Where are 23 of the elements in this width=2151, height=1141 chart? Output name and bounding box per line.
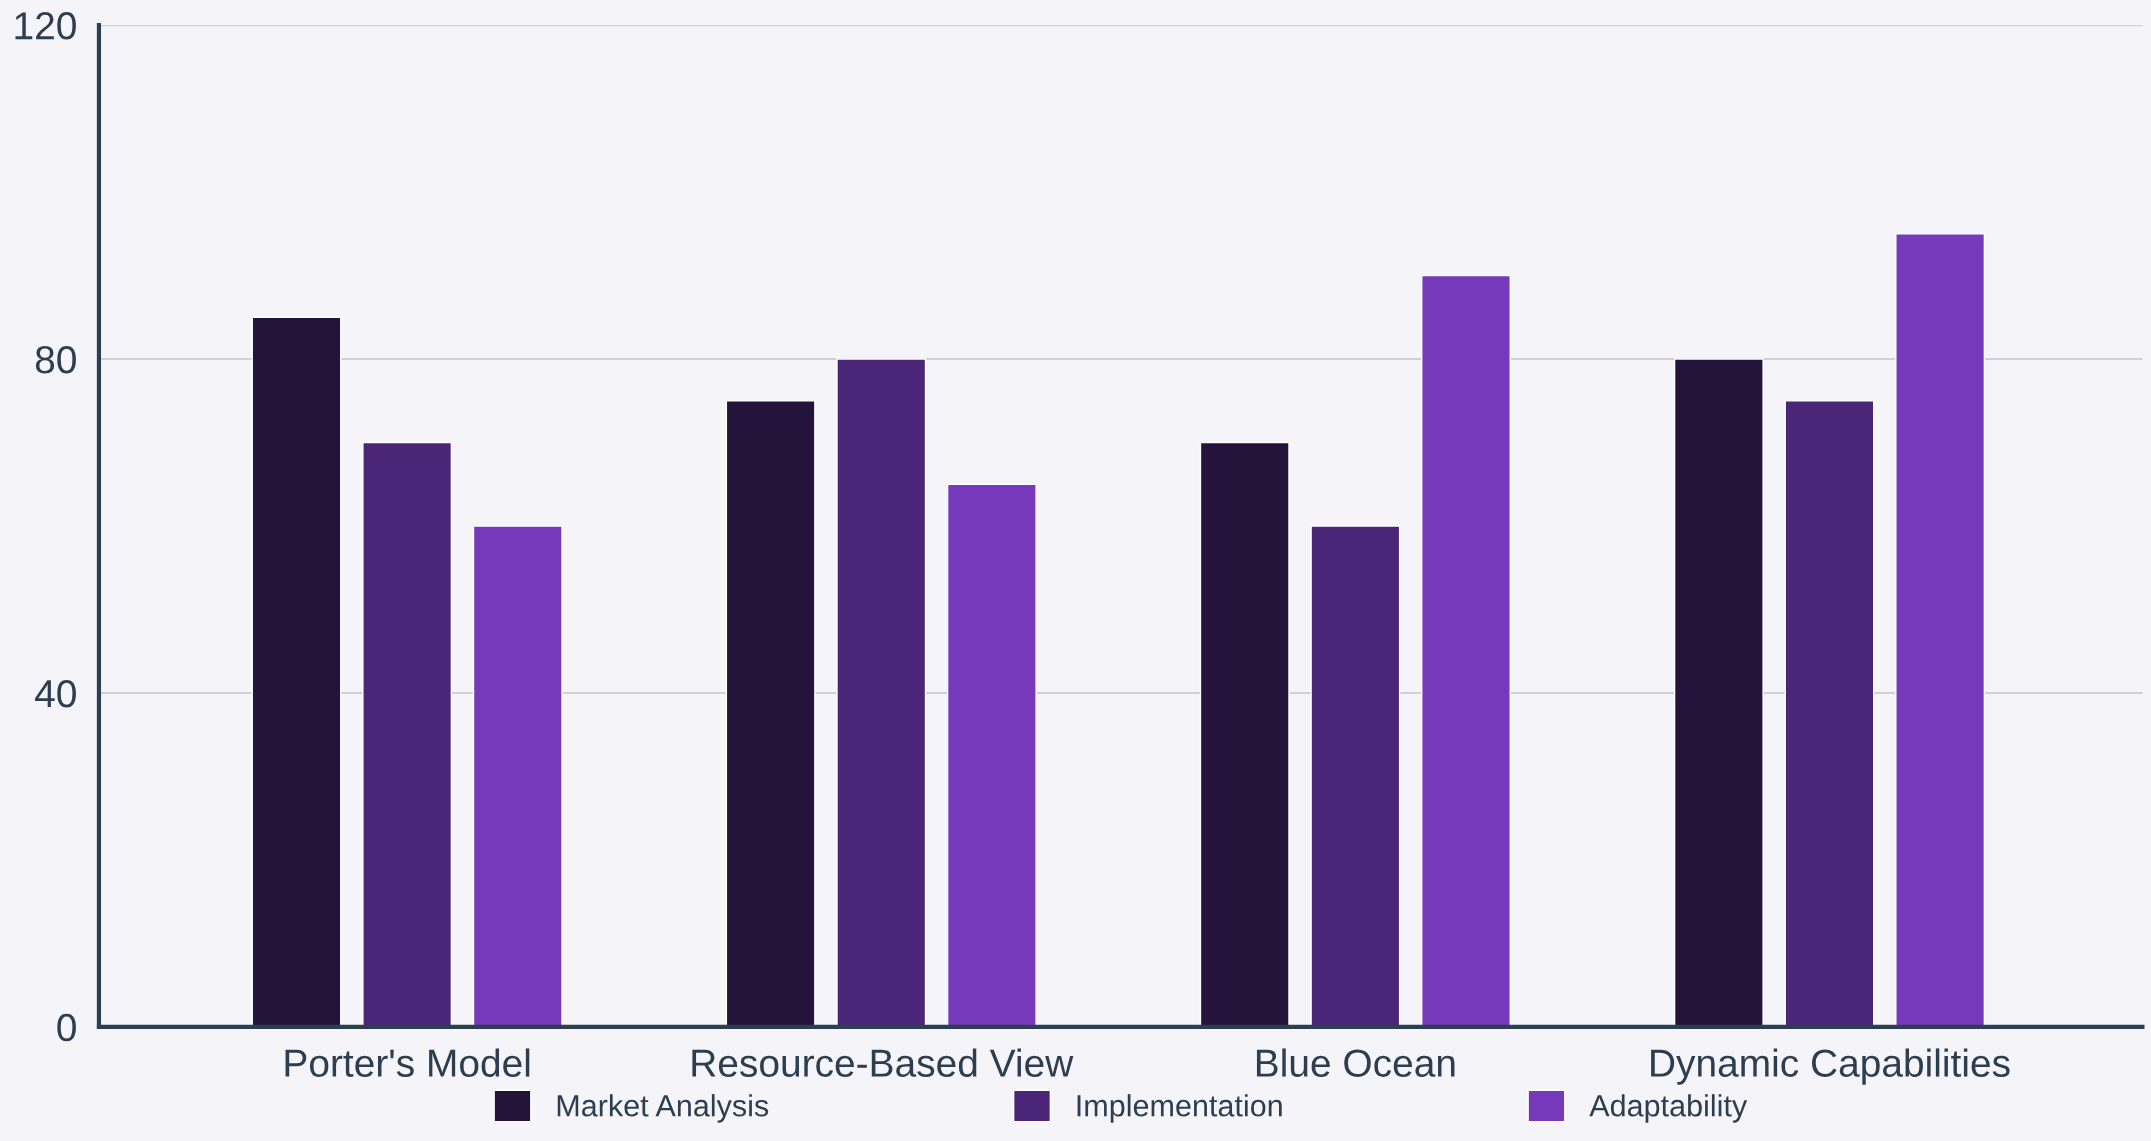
- legend-label: Adaptability: [1589, 1094, 1748, 1123]
- x-tick-label: Blue Ocean: [1256, 1048, 1455, 1077]
- bar: [946, 483, 1037, 1027]
- bar: [725, 400, 816, 1027]
- bar: [1310, 525, 1401, 1027]
- x-tick-label: Resource-Based View: [692, 1048, 1074, 1077]
- y-tick-label: 120: [15, 12, 76, 40]
- x-tick-label: Porter's Model: [285, 1048, 530, 1077]
- legend-label: Market Analysis: [557, 1094, 769, 1123]
- bar: [1673, 358, 1764, 1027]
- bar: [472, 525, 563, 1027]
- bar: [362, 441, 453, 1027]
- y-tick-label: 80: [35, 345, 76, 374]
- x-tick-label: Dynamic Capabilities: [1651, 1048, 2010, 1085]
- y-tick-label: 40: [35, 679, 76, 708]
- y-tick-label: 0: [57, 1013, 76, 1042]
- bar: [1784, 400, 1875, 1027]
- bar: [251, 316, 342, 1027]
- bar: [836, 358, 927, 1027]
- bar: [1421, 274, 1511, 1027]
- bar: [1199, 441, 1290, 1027]
- legend-label: Implementation: [1077, 1094, 1282, 1123]
- bar: [1895, 233, 1986, 1027]
